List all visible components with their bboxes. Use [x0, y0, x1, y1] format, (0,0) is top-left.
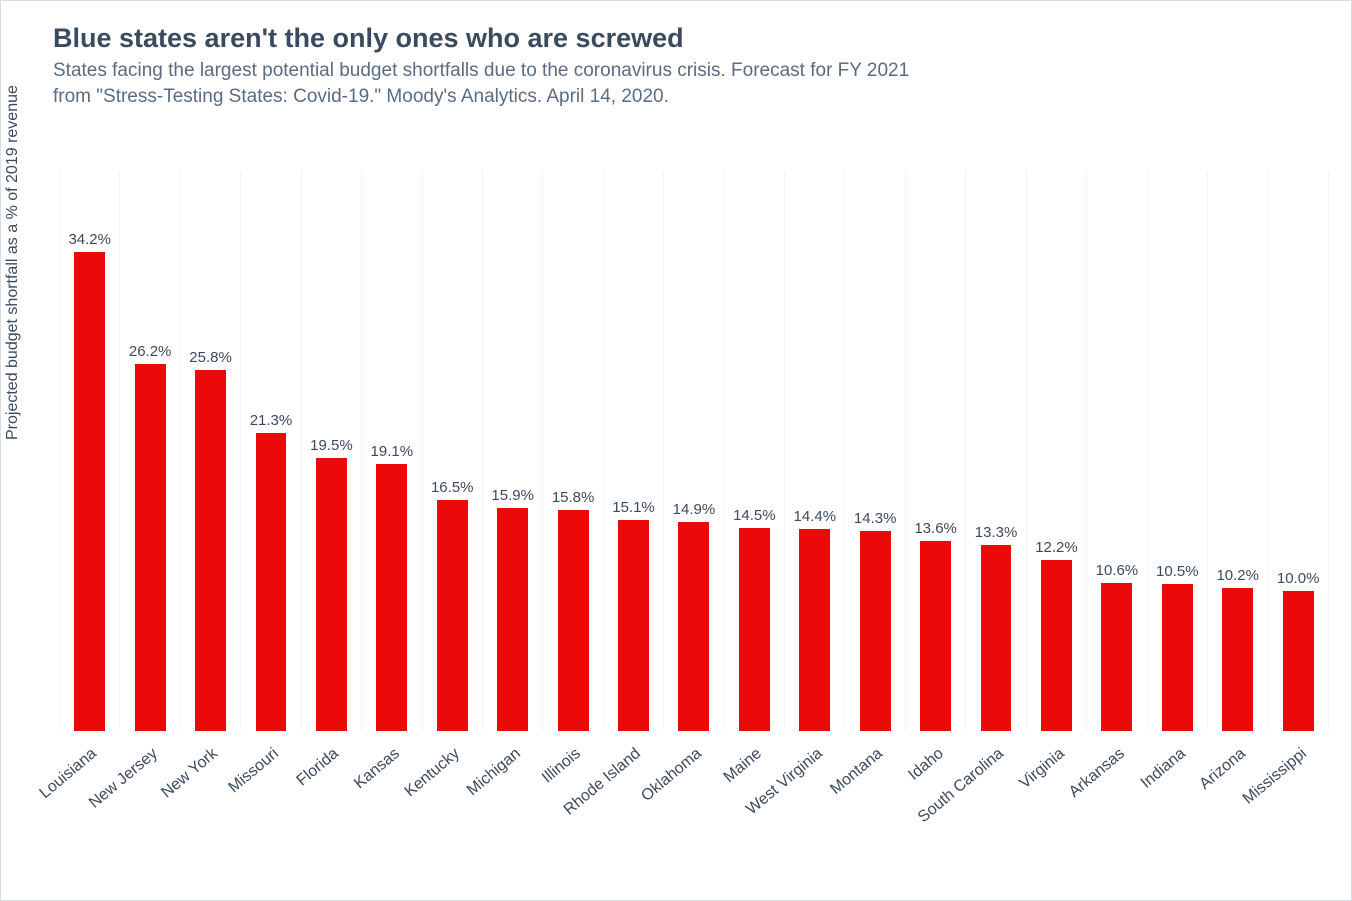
x-axis-label: Idaho — [905, 745, 947, 785]
bar-value-label: 15.9% — [483, 487, 542, 504]
bar — [437, 500, 468, 731]
x-label-slot: South Carolina — [966, 737, 1026, 887]
x-label-slot: Indiana — [1147, 737, 1207, 887]
plot-area: 34.2% 26.2%25.8% 21.3%19.5%19.1% 16.5%15.9%… — [59, 171, 1329, 731]
bar-slot: 15.9% — [483, 171, 543, 731]
bar-slot: 21.3% — [241, 171, 301, 731]
bar-value-label: 14.4% — [785, 508, 844, 525]
bar — [195, 370, 226, 731]
bar-slot: 15.1% — [604, 171, 664, 731]
x-label-slot: Florida — [301, 737, 361, 887]
x-label-slot: Louisiana — [59, 737, 119, 887]
bar-slot: 34.2% — [59, 171, 120, 731]
x-label-slot: Rhode Island — [603, 737, 663, 887]
bar-value-label: 15.1% — [604, 499, 663, 516]
bar-slot: 10.6% — [1087, 171, 1147, 731]
chart-title: Blue states aren't the only ones who are… — [1, 1, 1351, 58]
bar-value-label: 10.6% — [1087, 562, 1146, 579]
bar-value-label: 21.3% — [241, 412, 300, 429]
bars-row: 34.2% 26.2%25.8% 21.3%19.5%19.1% 16.5%15.9%… — [59, 171, 1329, 731]
chart-subtitle: States facing the largest potential budg… — [1, 58, 1001, 109]
x-label-slot: New York — [180, 737, 240, 887]
bar — [497, 508, 528, 731]
bar-slot: 25.8% — [181, 171, 241, 731]
bar-slot: 13.3% — [966, 171, 1026, 731]
bar-value-label: 34.2% — [60, 231, 119, 248]
bar-value-label: 13.3% — [966, 524, 1025, 541]
x-label-slot: Virginia — [1027, 737, 1087, 887]
bar-slot: 26.2% — [120, 171, 180, 731]
bar-slot: 13.6% — [906, 171, 966, 731]
bar — [920, 541, 951, 731]
bar — [376, 464, 407, 731]
bar-value-label: 14.5% — [725, 507, 784, 524]
bar — [1041, 560, 1072, 731]
bar-slot: 19.1% — [362, 171, 422, 731]
bar — [618, 520, 649, 731]
x-label-slot: New Jersey — [119, 737, 179, 887]
bar-slot: 19.5% — [302, 171, 362, 731]
bar-slot: 14.4% — [785, 171, 845, 731]
bar — [739, 528, 770, 731]
bar-value-label: 12.2% — [1027, 539, 1086, 556]
bar — [678, 522, 709, 731]
bar-value-label: 26.2% — [120, 343, 179, 360]
bar-value-label: 13.6% — [906, 520, 965, 537]
bar — [1222, 588, 1253, 731]
bar-value-label: 16.5% — [423, 479, 482, 496]
x-label-slot: West Virginia — [785, 737, 845, 887]
bar-value-label: 19.1% — [362, 443, 421, 460]
bar-value-label: 19.5% — [302, 437, 361, 454]
x-axis-label: Maine — [721, 745, 766, 787]
x-axis-label: Illinois — [539, 745, 585, 787]
bar-slot: 10.5% — [1148, 171, 1208, 731]
bar-value-label: 14.3% — [845, 510, 904, 527]
bar-slot: 15.8% — [543, 171, 603, 731]
bar — [981, 545, 1012, 731]
bar-slot: 14.9% — [664, 171, 724, 731]
bar — [256, 433, 287, 731]
bar — [135, 364, 166, 731]
bar-slot: 12.2% — [1027, 171, 1087, 731]
bar-value-label: 25.8% — [181, 349, 240, 366]
x-label-slot: Oklahoma — [664, 737, 724, 887]
bar-value-label: 14.9% — [664, 501, 723, 518]
bar — [860, 531, 891, 731]
bar — [1162, 584, 1193, 731]
bar — [316, 458, 347, 731]
x-label-slot: Arkansas — [1087, 737, 1147, 887]
x-label-slot: Michigan — [482, 737, 542, 887]
bar-slot: 14.5% — [725, 171, 785, 731]
bar — [1283, 591, 1314, 731]
chart-container: Blue states aren't the only ones who are… — [0, 0, 1352, 901]
x-label-slot: Missouri — [240, 737, 300, 887]
x-label-slot: Mississippi — [1268, 737, 1328, 887]
bar — [74, 252, 105, 731]
x-label-slot: Montana — [845, 737, 905, 887]
bar-slot: 16.5% — [423, 171, 483, 731]
bar — [558, 510, 589, 731]
bar-slot: 10.2% — [1208, 171, 1268, 731]
bar — [799, 529, 830, 731]
bar-value-label: 10.0% — [1268, 570, 1327, 587]
x-label-slot: Arizona — [1208, 737, 1268, 887]
x-axis-labels: LouisianaNew JerseyNew YorkMissouriFlori… — [59, 737, 1329, 887]
bar-slot: 14.3% — [845, 171, 905, 731]
bar-value-label: 15.8% — [543, 489, 602, 506]
y-axis-label: Projected budget shortfall as a % of 201… — [4, 85, 22, 440]
bar — [1101, 583, 1132, 731]
bar-value-label: 10.5% — [1148, 563, 1207, 580]
x-label-slot: Kentucky — [422, 737, 482, 887]
x-axis-label: Florida — [294, 745, 343, 790]
x-label-slot: Kansas — [361, 737, 421, 887]
bar-value-label: 10.2% — [1208, 567, 1267, 584]
bar-slot: 10.0% — [1268, 171, 1328, 731]
